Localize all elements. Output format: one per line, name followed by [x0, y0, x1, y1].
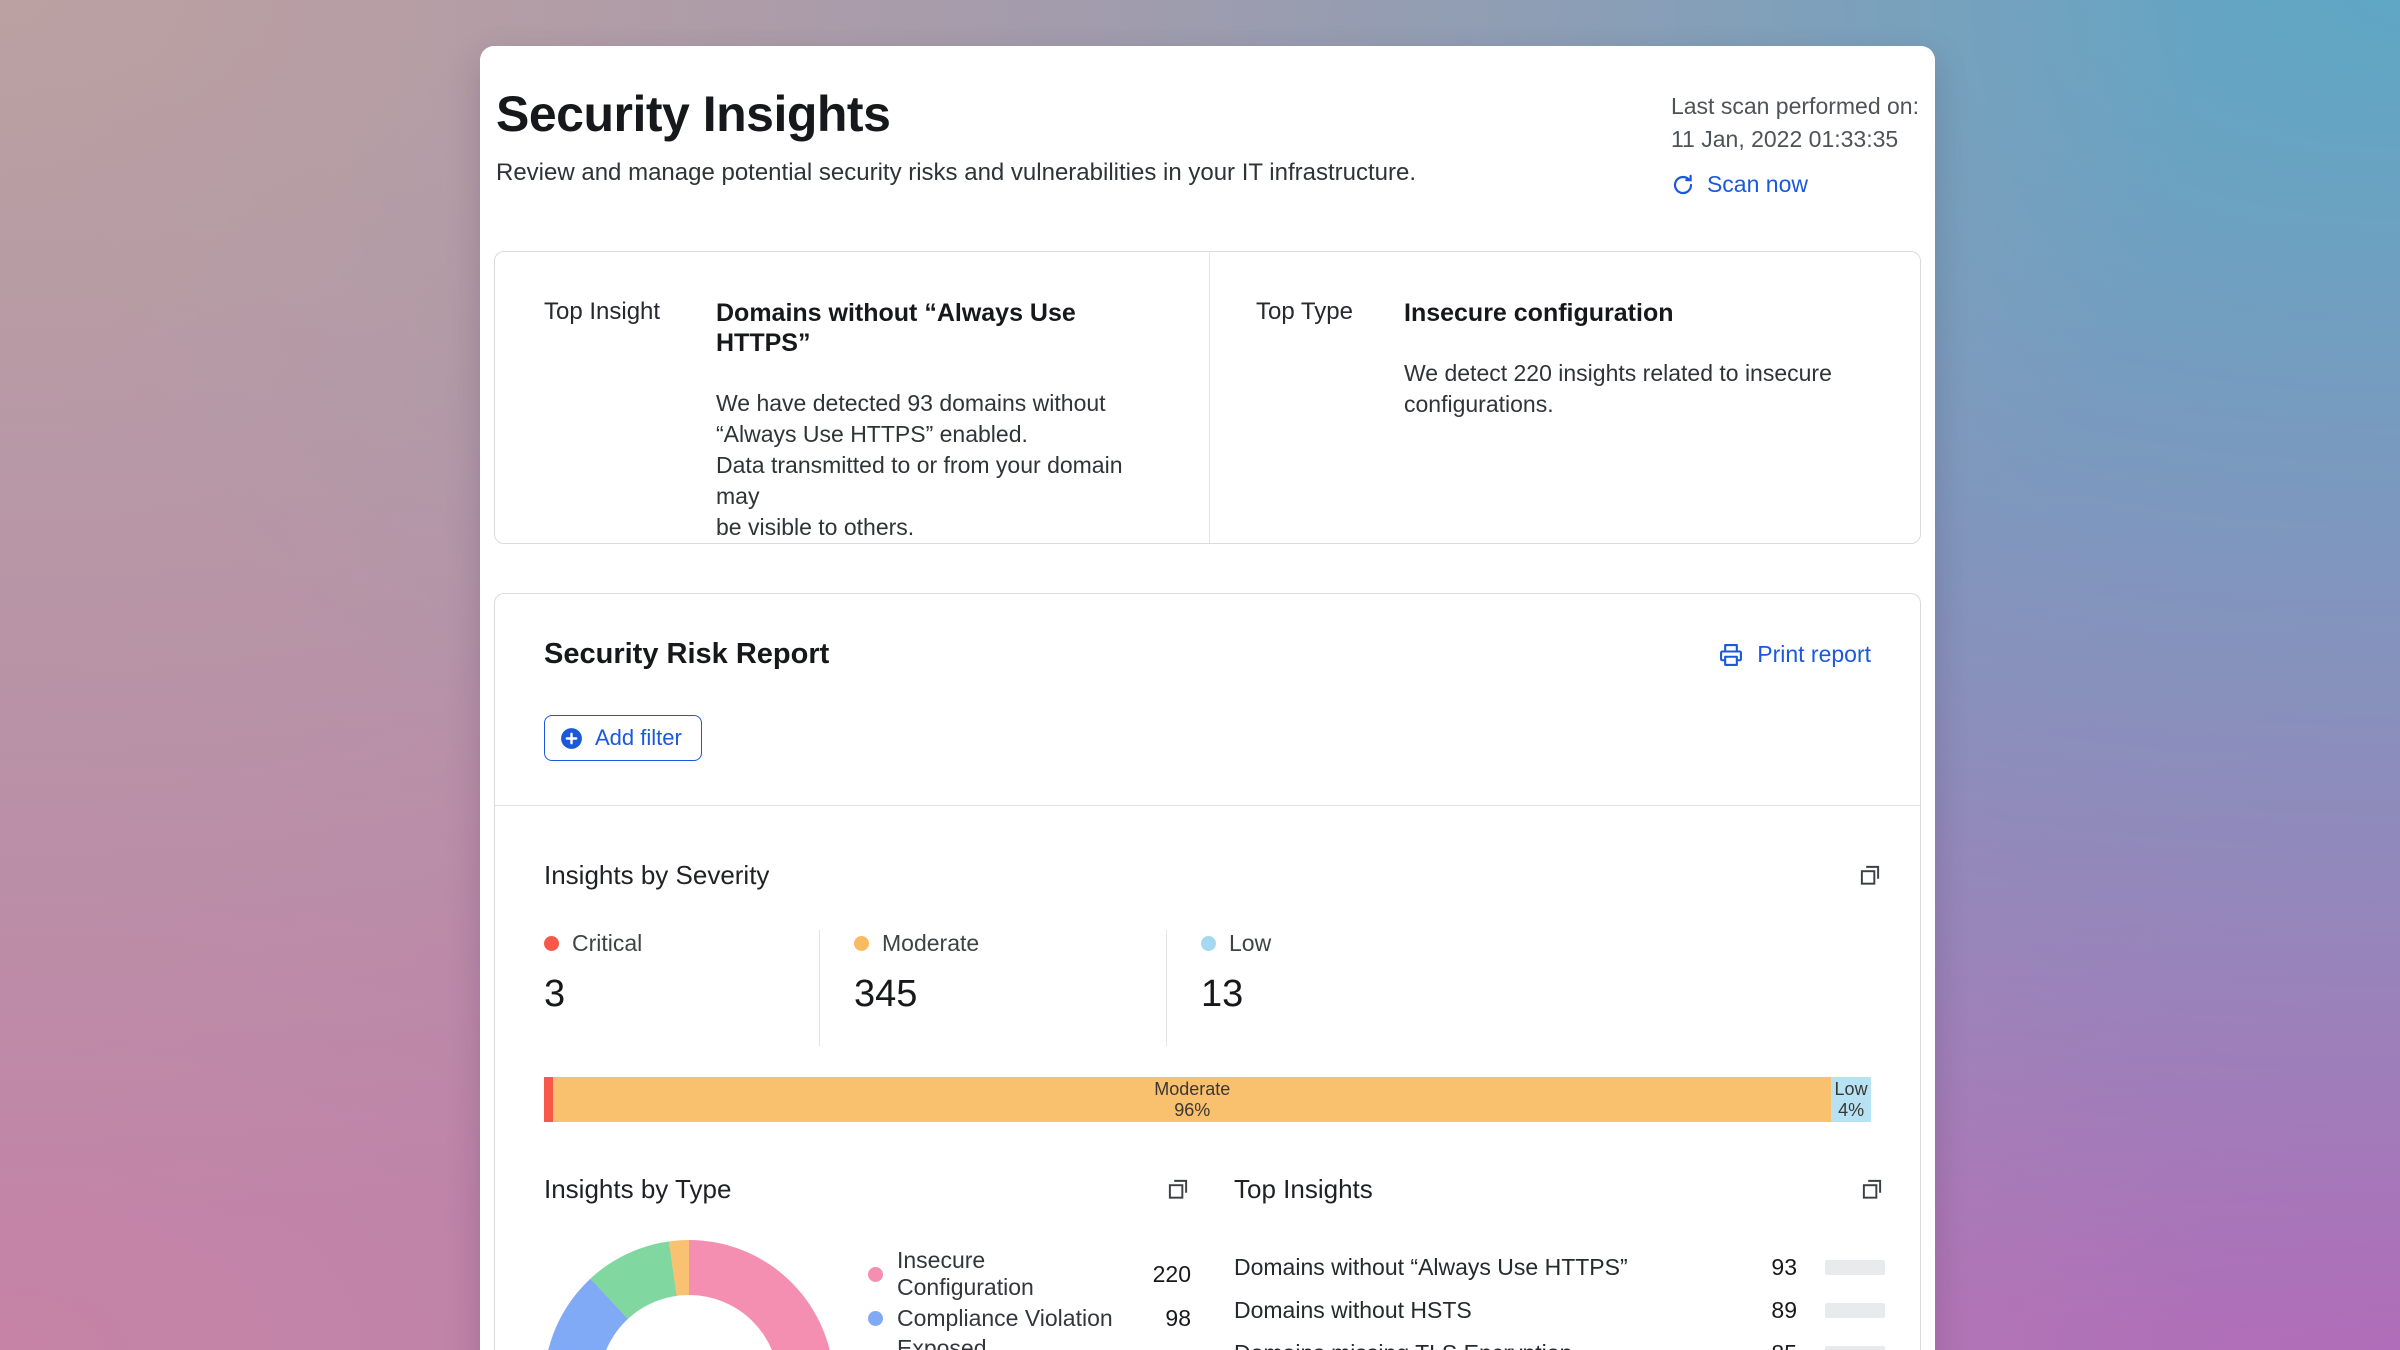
bar-segment-low: Low 4%	[1831, 1077, 1871, 1122]
copy-icon	[1862, 1179, 1882, 1199]
page-subtitle: Review and manage potential security ris…	[496, 159, 1416, 186]
stat-critical: Critical 3	[495, 930, 819, 1046]
printer-icon	[1720, 643, 1743, 666]
print-report-button[interactable]: Print report	[1717, 641, 1871, 669]
bottom-panels: Insights by Type	[495, 1172, 1920, 1350]
top-insight-card: Top Insight Domains without “Always Use …	[495, 252, 1209, 543]
add-filter-label: Add filter	[595, 725, 682, 750]
last-scan-block: Last scan performed on: 11 Jan, 2022 01:…	[1671, 86, 1919, 201]
bar-segment-moderate: Moderate 96%	[553, 1077, 1832, 1122]
insights-type-donut-chart	[544, 1240, 834, 1350]
scan-now-button[interactable]: Scan now	[1671, 168, 1919, 201]
low-dot	[1201, 936, 1216, 951]
page-header: Security Insights Review and manage pote…	[494, 86, 1921, 201]
top-insight-label: Top Insight	[544, 298, 661, 325]
top-type-card: Top Type Insecure configuration We detec…	[1209, 252, 1920, 543]
legend-dot	[868, 1310, 883, 1326]
moderate-label: Moderate	[882, 930, 980, 956]
top-insight-row: Domains missing TLS Encryption 85	[1234, 1332, 1885, 1350]
scan-now-label: Scan now	[1706, 171, 1808, 197]
severity-section-header: Insights by Severity	[544, 858, 1883, 892]
critical-value: 3	[544, 973, 566, 1015]
critical-label: Critical	[572, 930, 643, 956]
critical-dot	[544, 936, 559, 951]
top-insights-title: Top Insights	[1234, 1174, 1373, 1204]
donut-legend: Insecure Configuration 220 Compliance Vi…	[868, 1247, 1191, 1350]
top-insight-title: Domains without “Always Use HTTPS”	[716, 299, 1076, 357]
stat-moderate: Moderate 345	[819, 930, 1166, 1046]
low-value: 13	[1201, 973, 1244, 1015]
top-type-content: Insecure configuration We detect 220 ins…	[1404, 298, 1832, 543]
top-insights-list: Domains without “Always Use HTTPS” 93 Do…	[1234, 1246, 1885, 1350]
report-header: Security Risk Report Print report	[495, 594, 1920, 671]
severity-title: Insights by Severity	[544, 860, 770, 890]
page-header-left: Security Insights Review and manage pote…	[496, 86, 1416, 189]
expand-severity-button[interactable]	[1857, 862, 1883, 888]
copy-icon	[1860, 865, 1880, 885]
divider	[495, 805, 1920, 806]
mini-progress-bar	[1825, 1346, 1885, 1350]
last-scan-time: 11 Jan, 2022 01:33:35	[1670, 126, 1899, 152]
expand-top-insights-button[interactable]	[1859, 1176, 1885, 1202]
add-filter-button[interactable]: Add filter	[544, 715, 702, 761]
top-type-title: Insecure configuration	[1404, 299, 1674, 327]
top-insights-panel: Top Insights Domains without “Always Use…	[1209, 1172, 1920, 1350]
security-insights-panel: Security Insights Review and manage pote…	[480, 46, 1935, 1350]
top-insight-description: We have detected 93 domains without “Alw…	[716, 390, 1123, 540]
expand-types-button[interactable]	[1165, 1176, 1191, 1202]
report-title: Security Risk Report	[544, 638, 830, 670]
severity-stats: Critical 3 Moderate 345 Low 1	[495, 930, 1920, 1046]
mini-progress-bar	[1825, 1303, 1885, 1318]
moderate-dot	[854, 936, 869, 951]
moderate-value: 345	[854, 973, 918, 1015]
insights-by-type-panel: Insights by Type	[495, 1172, 1209, 1350]
types-title: Insights by Type	[544, 1174, 732, 1204]
legend-dot	[868, 1266, 883, 1282]
last-scan-label: Last scan performed on:	[1670, 93, 1919, 119]
legend-item: Exposed Infrastructure 35	[897, 1335, 1191, 1350]
top-insight-row: Domains without “Always Use HTTPS” 93	[1234, 1246, 1885, 1289]
top-insight-content: Domains without “Always Use HTTPS” We ha…	[716, 298, 1169, 543]
top-insight-row: Domains without HSTS 89	[1234, 1289, 1885, 1332]
print-report-label: Print report	[1757, 641, 1871, 667]
refresh-icon	[1673, 174, 1693, 194]
copy-icon	[1168, 1179, 1188, 1199]
mini-progress-bar	[1825, 1260, 1885, 1275]
severity-stacked-bar: Moderate 96% Low 4%	[544, 1077, 1871, 1122]
summary-box: Top Insight Domains without “Always Use …	[494, 251, 1921, 544]
security-risk-report: Security Risk Report Print report Add fi…	[494, 593, 1921, 1350]
low-label: Low	[1229, 930, 1272, 956]
top-type-description: We detect 220 insights related to insecu…	[1404, 360, 1832, 417]
top-type-label: Top Type	[1256, 298, 1353, 325]
bar-segment-critical	[544, 1077, 554, 1122]
stat-low: Low 13	[1166, 930, 1513, 1046]
legend-item: Compliance Violation 98	[868, 1296, 1191, 1340]
plus-circle-icon	[561, 727, 582, 749]
legend-item: Insecure Configuration 220	[868, 1247, 1191, 1300]
page-title: Security Insights	[496, 86, 891, 142]
